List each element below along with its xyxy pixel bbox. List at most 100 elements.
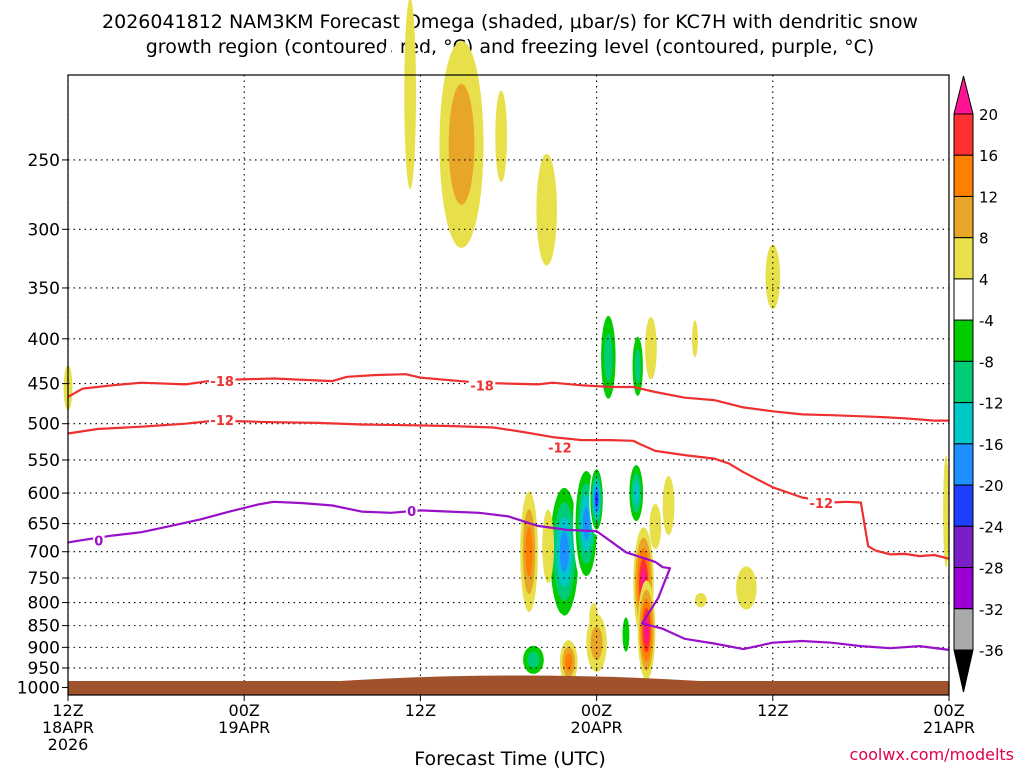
colorbar-box	[953, 567, 974, 610]
colorbar-box	[953, 443, 974, 486]
omega-region	[404, 0, 416, 190]
pressure-tick-label: 800	[28, 594, 60, 614]
omega-region	[765, 244, 781, 310]
time-tick-label: 18APR	[42, 718, 94, 737]
omega-cell	[421, 50, 425, 81]
colorbar-box	[953, 195, 974, 239]
colorbar-label: -24	[979, 518, 1004, 536]
omega-cell	[637, 580, 656, 680]
colorbar-label: -36	[979, 642, 1004, 660]
omega-cell	[558, 229, 577, 325]
contour-label: 0	[94, 535, 103, 550]
pressure-tick-label: 700	[28, 543, 60, 563]
omega-cell	[692, 320, 698, 358]
contour-label-background	[808, 496, 835, 511]
pressure-tick-label: 850	[28, 617, 60, 637]
colorbar-label: -28	[979, 560, 1004, 578]
omega-region	[671, 344, 684, 388]
colorbar-box	[953, 608, 974, 651]
time-tick-label: 20APR	[571, 718, 623, 737]
pressure-tick-label: 450	[28, 375, 60, 395]
pressure-tick-label: 950	[28, 659, 60, 679]
contour-label: 0	[407, 505, 416, 520]
contour-label: -12	[210, 414, 234, 429]
colorbar-box	[953, 319, 974, 362]
pressure-axis: 2503003504004505005506006507007508008509…	[17, 151, 68, 698]
colorbar-box	[953, 525, 974, 569]
time-tick-label: 12Z	[52, 701, 83, 720]
pressure-tick-label: 650	[28, 515, 60, 535]
colorbar-label: 12	[979, 188, 998, 206]
pressure-tick-label: 250	[28, 151, 60, 171]
time-tick-label: 12Z	[757, 701, 788, 720]
omega-region	[680, 208, 695, 334]
time-tick-label: 00Z	[933, 701, 964, 720]
colorbar-box	[953, 278, 974, 321]
omega-cell	[598, 298, 619, 417]
omega-region	[380, 43, 396, 197]
omega-region	[622, 617, 630, 652]
omega-region	[542, 509, 555, 584]
contour-label: -18	[470, 379, 494, 394]
colorbar-label: 20	[979, 106, 998, 124]
contour-label: -12	[548, 441, 572, 456]
contour-label-background	[208, 412, 236, 427]
time-tick-label: 2026	[48, 735, 89, 754]
omega-region	[644, 617, 649, 643]
omega-cell	[542, 509, 555, 584]
time-tick-label: 00Z	[229, 701, 260, 720]
omega-region	[495, 90, 508, 183]
omega-cell	[476, 542, 486, 624]
omega-region	[633, 481, 640, 505]
chart-title-line-2: growth region (contoured, red, °C) and f…	[146, 36, 875, 58]
omega-cell	[680, 208, 695, 334]
omega-region	[943, 455, 950, 568]
omega-region	[520, 359, 527, 391]
time-tick-label: 12Z	[405, 701, 436, 720]
omega-cell	[630, 324, 646, 409]
omega-cell	[943, 455, 950, 568]
omega-cell	[765, 244, 781, 310]
omega-cell	[404, 0, 416, 190]
colorbar-legend: 20 16 12 8 4 -4 -8 -12 -16 -20 -24 -28 -32 -36	[953, 75, 1004, 693]
time-tick-label: 21APR	[923, 718, 975, 737]
omega-region	[525, 526, 533, 577]
contour-line	[67, 500, 950, 651]
omega-cell	[520, 491, 538, 612]
pressure-tick-label: 750	[28, 569, 60, 589]
omega-region	[604, 333, 613, 382]
omega-region	[634, 349, 641, 384]
omega-cell	[662, 476, 675, 536]
omega-cell	[477, 626, 487, 660]
time-tick-label: 00Z	[581, 701, 612, 720]
colorbar-box	[953, 484, 974, 527]
pressure-tick-label: 500	[28, 415, 60, 435]
contour-label-background	[208, 374, 236, 389]
colorbar-box	[953, 154, 974, 197]
omega-cell	[511, 500, 521, 547]
contour-dgz-isotherm: -18 -18	[67, 373, 949, 422]
omega-region	[511, 500, 521, 547]
contour-line	[67, 419, 950, 560]
omega-region	[421, 50, 425, 81]
pressure-tick-label: 1000	[17, 678, 60, 698]
colorbar-top-arrow	[953, 75, 974, 115]
colorbar-label: 4	[979, 271, 989, 289]
colorbar-label: -20	[979, 477, 1004, 495]
omega-cell	[559, 640, 578, 684]
omega-cell	[627, 456, 646, 530]
colorbar-label: -32	[979, 601, 1004, 619]
pressure-tick-label: 300	[28, 220, 60, 240]
omega-cell	[380, 43, 396, 197]
omega-region	[527, 651, 540, 669]
omega-cell	[694, 593, 707, 608]
omega-region	[736, 566, 757, 610]
colorbar-bottom-arrow	[953, 649, 974, 693]
omega-region	[694, 593, 707, 608]
contour-label: -18	[210, 375, 234, 390]
contour-label-background	[405, 504, 418, 519]
colorbar-box	[953, 113, 974, 156]
omega-region	[496, 605, 506, 641]
